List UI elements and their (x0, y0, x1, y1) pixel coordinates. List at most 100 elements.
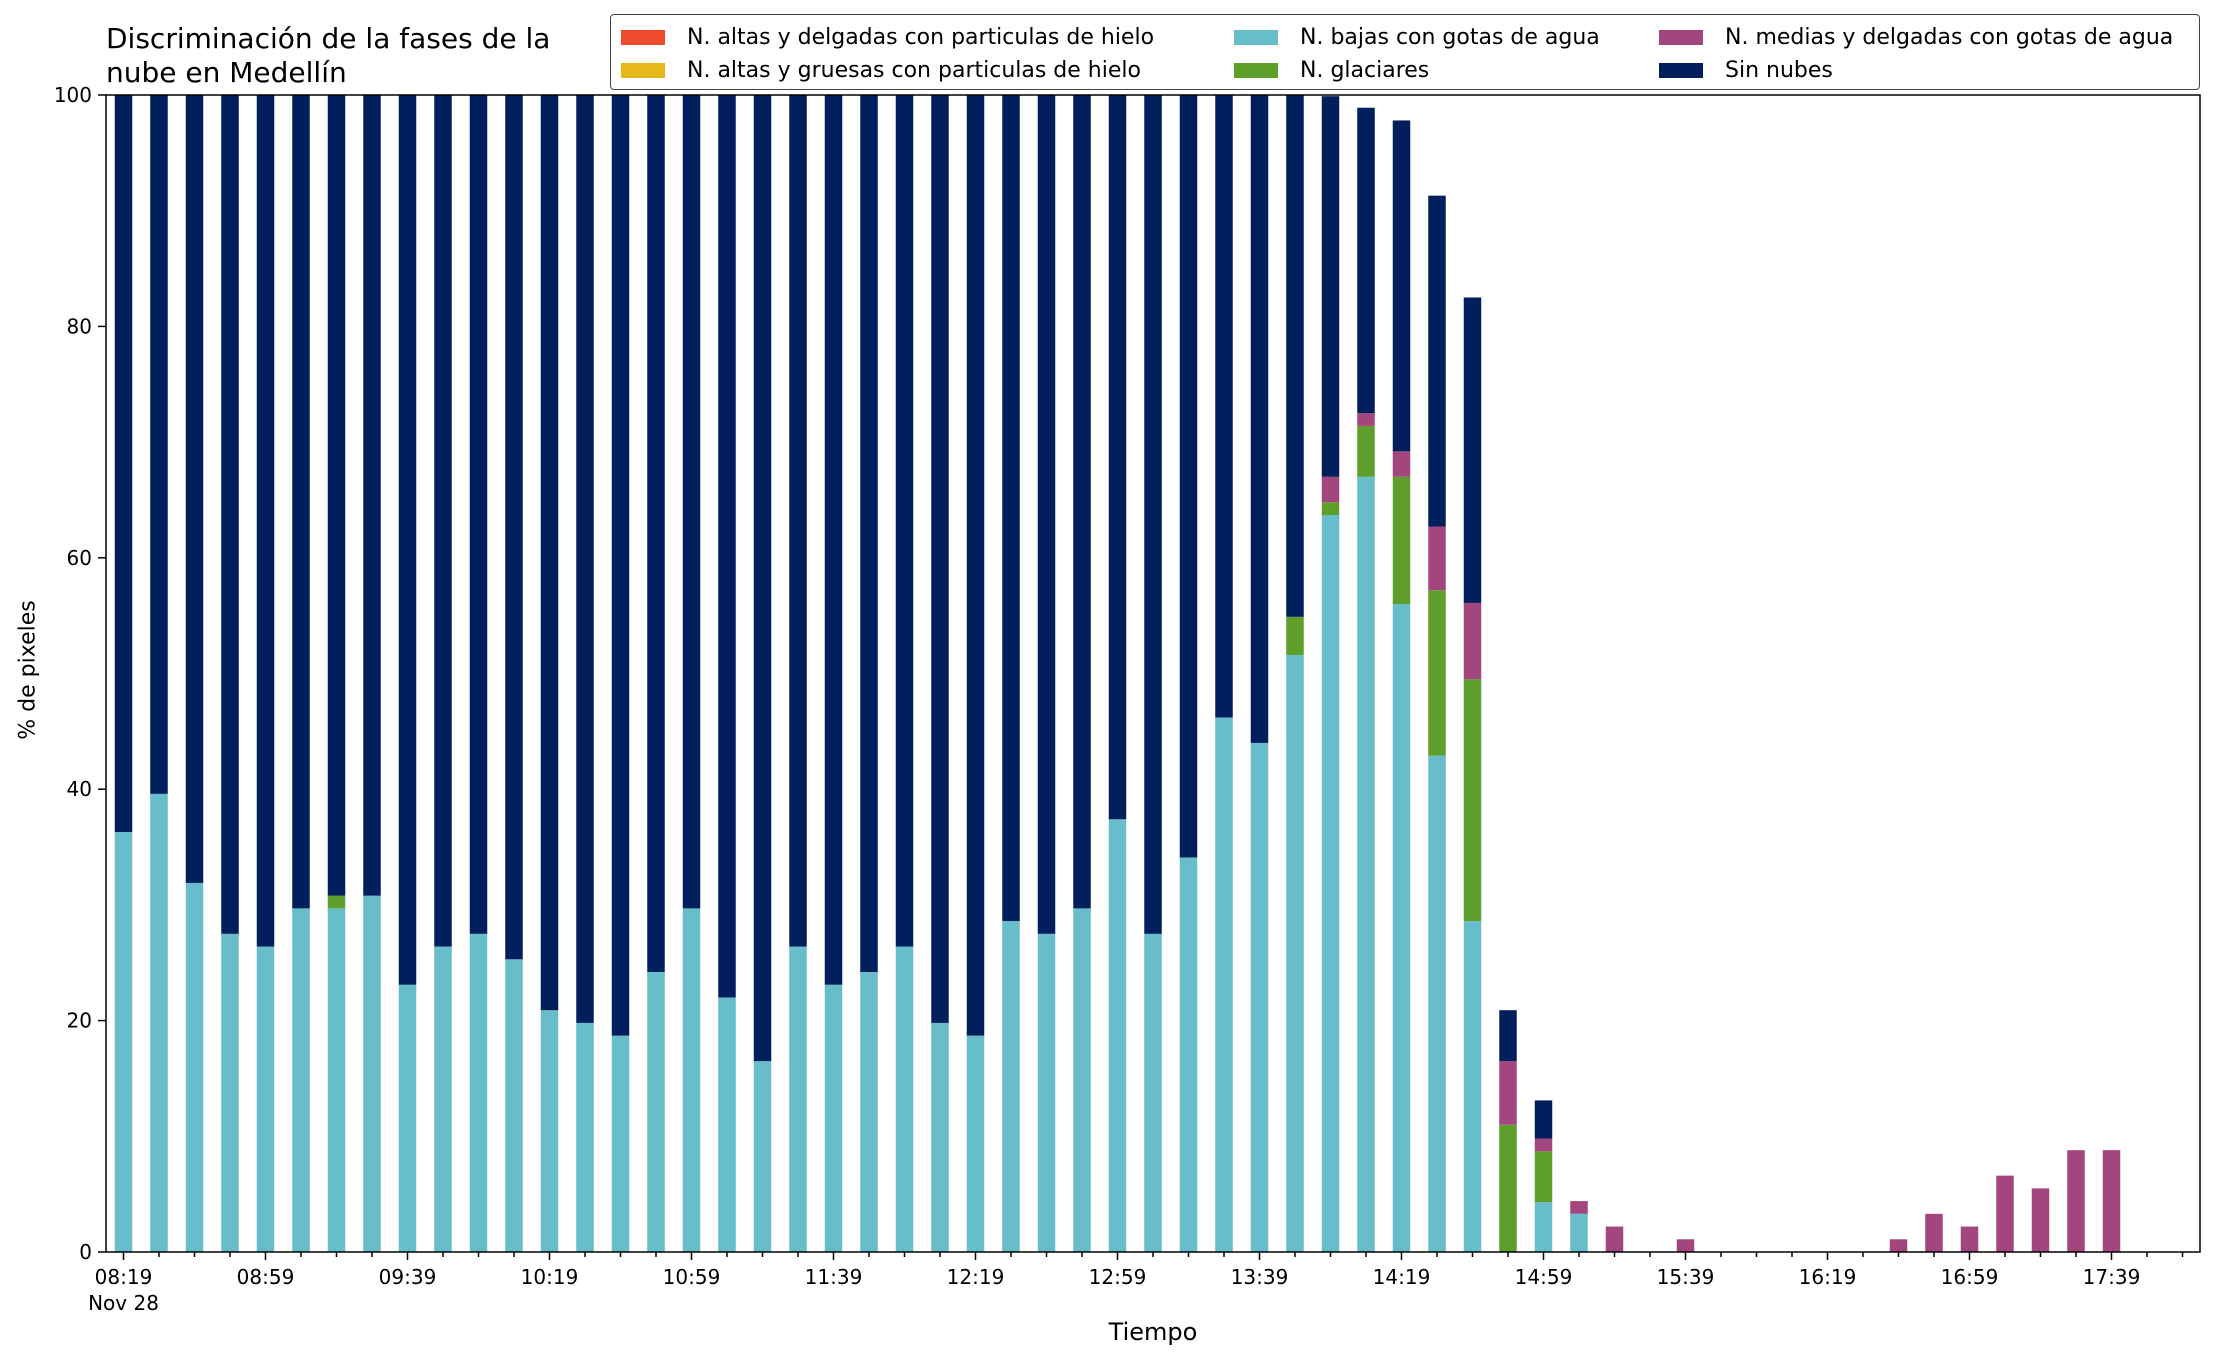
x-tick-label: 12:59 (1089, 1265, 1147, 1289)
bar-segment (1357, 107, 1375, 414)
bar-segment (1499, 1010, 1517, 1062)
legend-label: N. glaciares (1300, 57, 1430, 83)
plot-frame (105, 94, 2201, 1253)
bar-segment (611, 1035, 630, 1252)
bar-segment (1073, 95, 1091, 909)
bar-segment (860, 95, 878, 973)
y-tick-label: 20 (67, 1009, 92, 1033)
bar-segment (1428, 526, 1446, 591)
y-axis: 0 20 40 60 80 100 (54, 83, 106, 1264)
bar-segment (1996, 1175, 2014, 1252)
bar-segment (2031, 1188, 2050, 1252)
legend-item: N. bajas con gotas de agua (1234, 22, 1600, 52)
bar-segment (1392, 120, 1411, 452)
bar-segment (1250, 95, 1269, 743)
bar-segment (576, 1022, 594, 1252)
x-axis-label: Tiempo (1108, 1318, 1198, 1346)
y-tick-label: 40 (67, 777, 92, 801)
x-tick-label: 08:59 (237, 1265, 295, 1289)
bar-segment (682, 908, 701, 1252)
bar-segment (1321, 476, 1340, 503)
bar-segment (1428, 195, 1446, 527)
bar-segment (1321, 502, 1340, 515)
x-date-label: Nov 28 (88, 1291, 159, 1315)
bar-segment (434, 946, 452, 1252)
bar-segment (931, 1022, 949, 1252)
bar-segment (150, 793, 168, 1252)
bar-segment (1428, 590, 1446, 756)
legend-label: N. bajas con gotas de agua (1300, 24, 1600, 50)
bar-segment (434, 95, 452, 947)
bar-segment (1215, 717, 1233, 1252)
legend: N. altas y delgadas con particulas de hi… (610, 14, 2200, 90)
bar-segment (1144, 95, 1162, 934)
bars-layer (114, 95, 2121, 1252)
bar-segment (895, 95, 914, 947)
bar-segment (1534, 1202, 1553, 1252)
bar-segment (114, 832, 133, 1252)
bar-segment (150, 95, 168, 794)
bar-segment (647, 95, 665, 973)
bar-segment (753, 1061, 772, 1252)
bar-segment (1676, 1239, 1695, 1252)
x-tick-label: 08:19 (95, 1265, 153, 1289)
bar-segment (1002, 921, 1020, 1252)
legend-item: N. glaciares (1234, 55, 1429, 85)
legend-swatch (621, 62, 665, 78)
bar-segment (2102, 1150, 2121, 1252)
bar-segment (1179, 857, 1198, 1252)
bar-segment (469, 933, 488, 1252)
y-tick-label: 80 (67, 314, 92, 338)
bar-segment (256, 946, 275, 1252)
x-tick-label: 16:59 (1941, 1265, 1999, 1289)
bar-segment (966, 1035, 985, 1252)
bar-segment (1250, 742, 1269, 1252)
bar-segment (824, 984, 843, 1252)
bar-segment (1605, 1226, 1624, 1252)
bar-segment (185, 95, 204, 883)
y-axis-label: % de pixeles (15, 600, 41, 740)
bar-segment (1357, 425, 1375, 477)
bar-segment (1037, 95, 1056, 934)
bar-segment (1534, 1138, 1553, 1152)
legend-label: N. medias y delgadas con gotas de agua (1725, 24, 2174, 50)
bar-segment (1357, 413, 1375, 426)
bar-segment (114, 95, 133, 833)
legend-item: N. altas y delgadas con particulas de hi… (621, 22, 1154, 52)
bar-segment (931, 95, 949, 1023)
bar-segment (1889, 1239, 1908, 1252)
bar-segment (363, 95, 381, 896)
bar-segment (469, 95, 488, 934)
bar-segment (1037, 933, 1056, 1252)
bar-segment (327, 895, 346, 909)
bar-segment (2067, 1150, 2085, 1252)
bar-segment (1321, 96, 1340, 477)
bar-segment (895, 946, 914, 1252)
bar-segment (1144, 933, 1162, 1252)
bar-segment (1392, 451, 1411, 477)
legend-item: N. altas y gruesas con particulas de hie… (621, 55, 1141, 85)
bar-segment (505, 959, 523, 1252)
x-tick-label: 09:39 (379, 1265, 437, 1289)
bar-segment (1570, 1213, 1588, 1252)
x-tick-label: 15:39 (1657, 1265, 1715, 1289)
legend-swatch (1659, 29, 1703, 45)
bar-segment (1463, 297, 1482, 603)
legend-swatch (1234, 29, 1278, 45)
bar-segment (611, 95, 630, 1036)
bar-segment (1463, 921, 1482, 1252)
bar-segment (1534, 1151, 1553, 1203)
legend-swatch (621, 29, 665, 45)
bar-segment (1286, 654, 1304, 1252)
bar-segment (1570, 1201, 1588, 1214)
bar-segment (1321, 514, 1340, 1252)
bar-segment (1428, 755, 1446, 1252)
y-tick-label: 0 (79, 1240, 92, 1264)
chart-title: Discriminación de la fases de la nube en… (106, 22, 551, 89)
bar-segment (753, 95, 772, 1062)
y-tick-label: 60 (67, 546, 92, 570)
bar-segment (789, 95, 807, 947)
bar-segment (327, 95, 346, 896)
bar-segment (1925, 1213, 1943, 1252)
